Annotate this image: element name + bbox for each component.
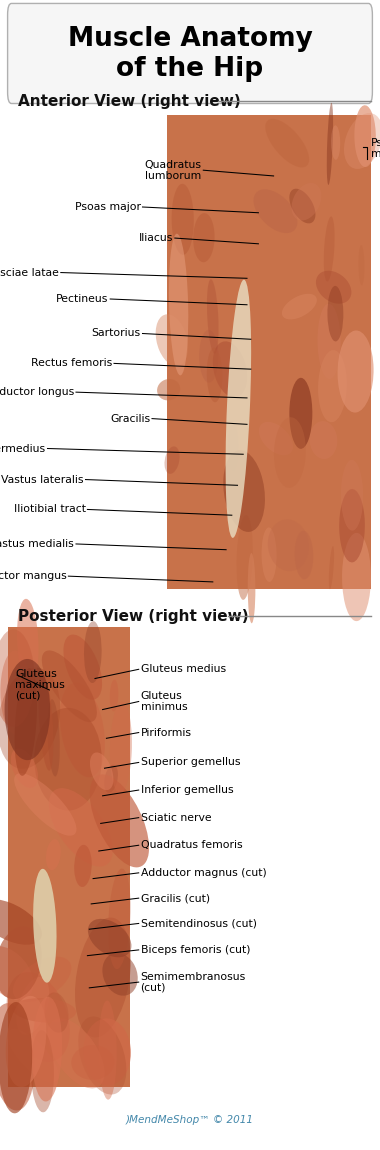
Ellipse shape: [248, 553, 255, 623]
Text: Iliotibial tract: Iliotibial tract: [14, 505, 86, 514]
Ellipse shape: [328, 286, 344, 342]
Ellipse shape: [165, 446, 180, 474]
Ellipse shape: [291, 183, 321, 221]
Ellipse shape: [199, 330, 218, 383]
Ellipse shape: [75, 918, 131, 1037]
Ellipse shape: [104, 765, 118, 792]
Ellipse shape: [226, 279, 251, 538]
Text: Vastus intermedius: Vastus intermedius: [0, 444, 46, 453]
Ellipse shape: [157, 380, 180, 400]
Ellipse shape: [355, 105, 376, 167]
Ellipse shape: [14, 773, 76, 836]
Text: Tensor fasciae latae: Tensor fasciae latae: [0, 268, 59, 277]
Ellipse shape: [213, 342, 247, 398]
Ellipse shape: [193, 213, 215, 262]
Text: Semimembranosus
(cut): Semimembranosus (cut): [141, 972, 246, 992]
Text: Gracilis: Gracilis: [110, 414, 150, 423]
Bar: [167, 115, 370, 589]
Ellipse shape: [294, 530, 314, 580]
Ellipse shape: [42, 651, 97, 722]
Ellipse shape: [17, 599, 38, 684]
Text: Posterior View (right view): Posterior View (right view): [18, 608, 249, 624]
Ellipse shape: [63, 635, 102, 699]
Ellipse shape: [310, 421, 337, 459]
Ellipse shape: [90, 774, 149, 867]
Ellipse shape: [110, 702, 132, 794]
Ellipse shape: [78, 1017, 126, 1095]
Ellipse shape: [0, 667, 60, 769]
Ellipse shape: [48, 1018, 104, 1088]
Ellipse shape: [11, 749, 38, 788]
Ellipse shape: [90, 752, 113, 790]
Text: Gracilis (cut): Gracilis (cut): [141, 894, 210, 903]
Ellipse shape: [34, 708, 102, 811]
Ellipse shape: [71, 1045, 114, 1080]
Text: Adductor mangus: Adductor mangus: [0, 572, 66, 581]
Ellipse shape: [0, 899, 42, 944]
Ellipse shape: [0, 1002, 32, 1113]
Ellipse shape: [156, 314, 188, 366]
Ellipse shape: [282, 293, 317, 320]
Ellipse shape: [84, 1019, 131, 1086]
Ellipse shape: [289, 378, 312, 448]
Ellipse shape: [318, 350, 347, 422]
Ellipse shape: [49, 788, 113, 867]
Ellipse shape: [14, 668, 37, 776]
Ellipse shape: [5, 659, 50, 760]
Ellipse shape: [341, 460, 363, 530]
Ellipse shape: [31, 1030, 54, 1112]
Ellipse shape: [261, 528, 277, 582]
Ellipse shape: [0, 946, 33, 1000]
Text: Piriformis: Piriformis: [141, 728, 192, 737]
Text: Inferior gemellus: Inferior gemellus: [141, 785, 233, 795]
Ellipse shape: [60, 683, 105, 777]
Ellipse shape: [108, 868, 131, 969]
Ellipse shape: [0, 651, 30, 735]
Text: Biceps femoris (cut): Biceps femoris (cut): [141, 945, 250, 954]
Ellipse shape: [0, 1003, 35, 1111]
Ellipse shape: [327, 102, 333, 185]
Ellipse shape: [268, 520, 309, 572]
Ellipse shape: [74, 845, 92, 887]
Text: Gluteus medius: Gluteus medius: [141, 665, 226, 674]
Ellipse shape: [172, 184, 194, 255]
Text: Vastus lateralis: Vastus lateralis: [1, 475, 84, 484]
Text: Pectineus: Pectineus: [56, 294, 108, 304]
Text: Quadratus
lumborum: Quadratus lumborum: [144, 160, 201, 181]
Ellipse shape: [207, 348, 222, 402]
Text: Psoas major: Psoas major: [74, 202, 141, 212]
Ellipse shape: [88, 919, 131, 957]
Ellipse shape: [13, 957, 71, 1002]
Ellipse shape: [289, 189, 315, 223]
Ellipse shape: [7, 1029, 59, 1082]
Ellipse shape: [0, 927, 42, 999]
Ellipse shape: [48, 699, 60, 776]
Ellipse shape: [228, 422, 239, 470]
Ellipse shape: [318, 304, 341, 378]
Text: Iliacus: Iliacus: [139, 233, 173, 243]
Text: Vastus medialis: Vastus medialis: [0, 539, 74, 549]
Ellipse shape: [358, 245, 364, 285]
Ellipse shape: [337, 330, 374, 413]
Ellipse shape: [331, 125, 340, 160]
Ellipse shape: [253, 190, 298, 233]
Text: Gluteus
maximus
(cut): Gluteus maximus (cut): [15, 669, 65, 700]
Ellipse shape: [324, 216, 335, 282]
Text: Quadratus femoris: Quadratus femoris: [141, 841, 242, 850]
Ellipse shape: [223, 450, 265, 532]
Ellipse shape: [6, 996, 46, 1087]
Ellipse shape: [16, 976, 49, 1035]
Ellipse shape: [44, 992, 68, 1033]
Ellipse shape: [102, 953, 138, 996]
Ellipse shape: [110, 680, 118, 712]
Ellipse shape: [38, 670, 53, 770]
FancyBboxPatch shape: [8, 3, 372, 104]
Ellipse shape: [84, 621, 101, 683]
Text: Anterior View (right view): Anterior View (right view): [18, 93, 241, 109]
Text: Superior gemellus: Superior gemellus: [141, 758, 240, 767]
Ellipse shape: [207, 279, 218, 354]
Ellipse shape: [32, 997, 62, 1102]
Ellipse shape: [13, 998, 76, 1022]
Ellipse shape: [329, 546, 334, 589]
